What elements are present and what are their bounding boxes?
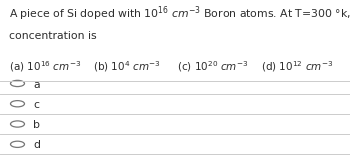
Text: (b) 10$^{4}$ $cm^{-3}$: (b) 10$^{4}$ $cm^{-3}$ <box>93 59 161 74</box>
Text: d: d <box>33 140 40 150</box>
Text: a: a <box>33 80 40 90</box>
Text: (d) 10$^{12}$ $cm^{-3}$: (d) 10$^{12}$ $cm^{-3}$ <box>261 59 333 74</box>
Text: A piece of Si doped with 10$^{16}$ $cm^{-3}$ Boron atoms. At T=300 °k, the hole: A piece of Si doped with 10$^{16}$ $cm^{… <box>9 5 350 23</box>
Text: (a) 10$^{16}$ $cm^{-3}$: (a) 10$^{16}$ $cm^{-3}$ <box>9 59 81 74</box>
Text: concentration is: concentration is <box>9 31 96 41</box>
Text: b: b <box>33 120 40 130</box>
Text: c: c <box>33 100 39 110</box>
Text: (c) 10$^{20}$ $cm^{-3}$: (c) 10$^{20}$ $cm^{-3}$ <box>177 59 248 74</box>
